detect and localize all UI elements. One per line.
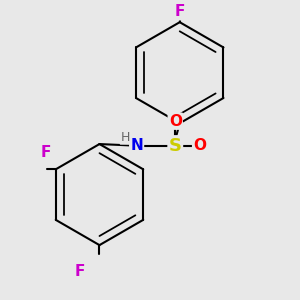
Text: F: F <box>40 146 51 160</box>
Text: O: O <box>193 138 206 153</box>
Text: F: F <box>175 4 185 19</box>
Text: N: N <box>130 138 143 153</box>
Text: H: H <box>121 131 130 144</box>
Text: S: S <box>169 136 182 154</box>
Text: O: O <box>169 114 182 129</box>
Text: F: F <box>75 264 85 279</box>
